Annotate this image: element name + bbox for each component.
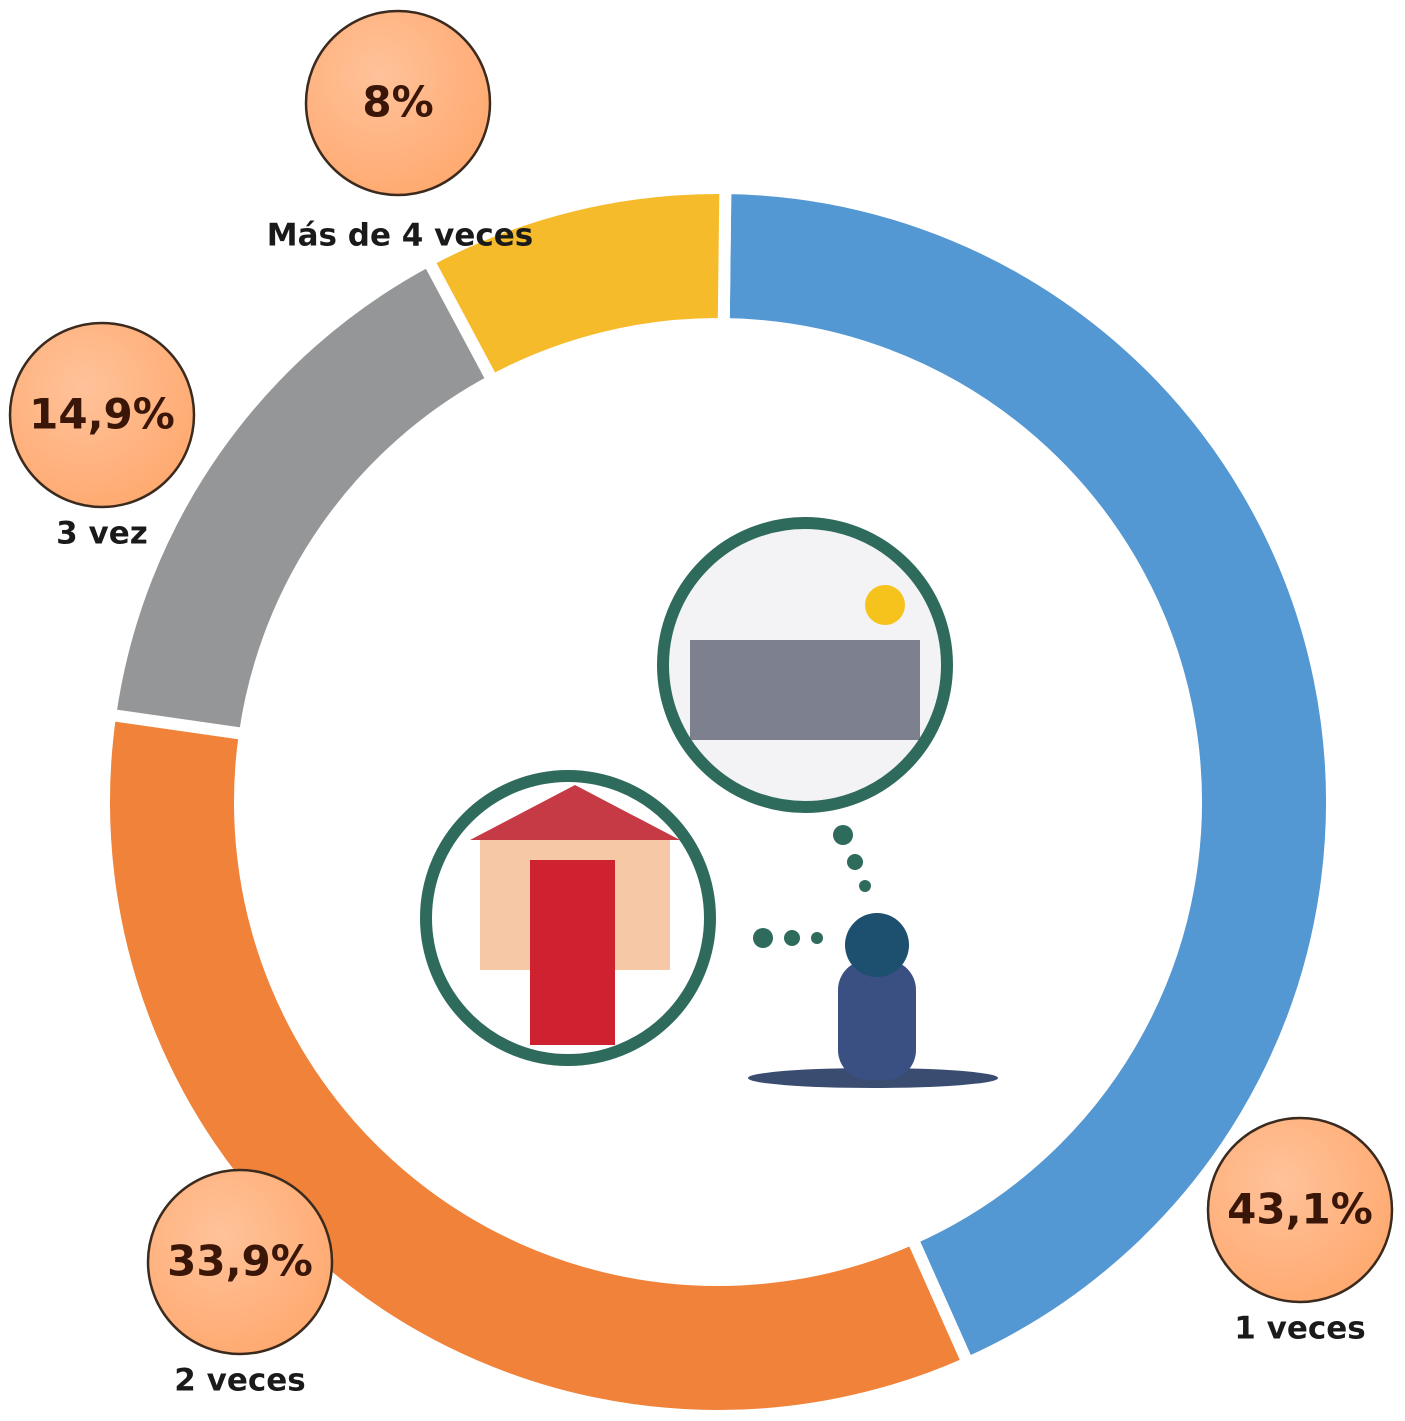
- thought-dot: [833, 825, 853, 845]
- value-label: 14,9%: [29, 390, 175, 439]
- category-label: 1 veces: [1234, 1311, 1365, 1347]
- thought-dot: [753, 928, 773, 948]
- thought-dot: [784, 930, 800, 946]
- house-door: [530, 860, 615, 1045]
- thought-dot: [847, 854, 863, 870]
- category-label: 2 veces: [174, 1363, 305, 1399]
- thought-dot: [859, 880, 871, 892]
- moon: [865, 585, 905, 625]
- thought-dot: [811, 932, 823, 944]
- category-label: Más de 4 veces: [267, 218, 533, 254]
- donut-segment: [110, 261, 492, 735]
- center-illustration: [426, 523, 998, 1088]
- city-silhouette: [690, 640, 920, 740]
- category-label: 3 vez: [56, 516, 148, 552]
- value-label: 43,1%: [1227, 1185, 1373, 1234]
- girl-body: [838, 960, 916, 1080]
- chart: 43,1% 1 veces 33,9% 2 veces 14,9% 3 vez 8% Más …: [0, 0, 1405, 1421]
- value-label: 33,9%: [167, 1237, 313, 1286]
- girl-head: [845, 913, 909, 977]
- value-label: 8%: [362, 78, 433, 127]
